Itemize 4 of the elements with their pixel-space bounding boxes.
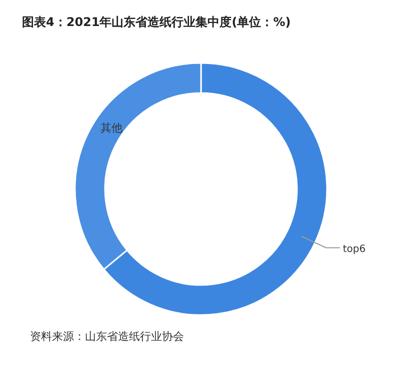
slice-label: 其他 [100, 122, 123, 135]
text: 资料来源：山东省造纸行业协会 [30, 330, 184, 343]
chart-title: 图表4：2021年山东省造纸行业集中度(单位：%) [22, 15, 291, 29]
slice-label: top6 [342, 244, 366, 255]
